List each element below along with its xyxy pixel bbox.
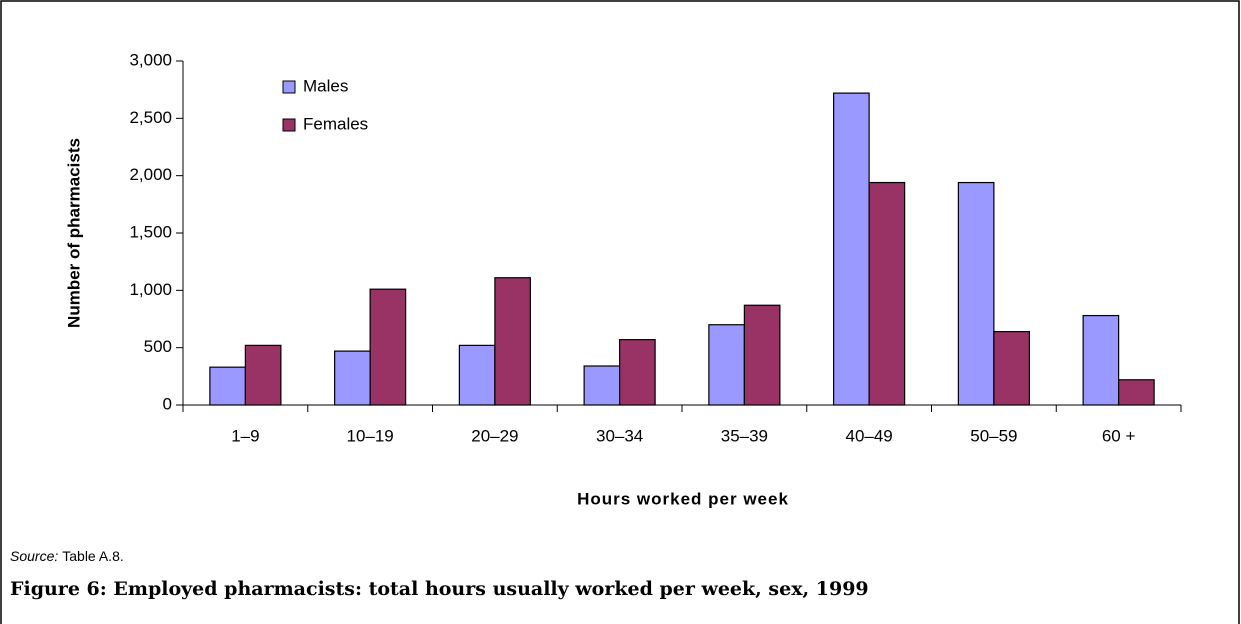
x-tick-label: 1–9 — [231, 426, 259, 445]
bar — [1118, 379, 1155, 406]
x-tick-label: 50–59 — [970, 426, 1017, 445]
y-tick-label: 1,000 — [129, 280, 172, 299]
bar — [209, 366, 246, 406]
y-tick-label: 0 — [163, 394, 172, 413]
y-axis-label: Number of pharmacists — [64, 138, 83, 328]
bar — [619, 339, 656, 406]
bar — [957, 181, 995, 406]
x-tick-label: 30–34 — [596, 426, 643, 445]
x-axis-label: Hours worked per week — [577, 489, 789, 508]
bar — [458, 344, 496, 406]
bar — [334, 350, 371, 406]
legend-swatch — [282, 80, 296, 94]
bar — [369, 288, 407, 406]
y-tick-label: 2,000 — [129, 165, 172, 184]
x-tick-label: 35–39 — [721, 426, 768, 445]
x-tick-label: 40–49 — [845, 426, 892, 445]
source: Source: Table A.8. — [10, 548, 124, 564]
y-tick-label: 3,000 — [129, 50, 172, 69]
y-tick-label: 1,500 — [129, 222, 172, 241]
x-tick-label: 60 + — [1102, 426, 1136, 445]
bar — [244, 344, 282, 406]
bar — [494, 277, 531, 406]
source-label: Source: — [10, 548, 58, 564]
bar — [993, 331, 1030, 406]
bar — [583, 365, 621, 406]
caption: Figure 6: Employed pharmacists: total ho… — [10, 578, 869, 600]
bar — [868, 181, 906, 406]
y-tick-label: 500 — [144, 337, 172, 356]
bar — [743, 304, 781, 406]
source-text: Table A.8. — [62, 548, 124, 564]
x-tick-label: 10–19 — [346, 426, 393, 445]
bar — [833, 92, 870, 406]
legend-swatch — [282, 118, 296, 132]
bar — [1082, 314, 1120, 406]
y-tick-label: 2,500 — [129, 108, 172, 127]
legend-label: Females — [303, 114, 368, 133]
x-tick-label: 20–29 — [471, 426, 518, 445]
bar — [708, 324, 745, 406]
legend-label: Males — [303, 76, 348, 95]
